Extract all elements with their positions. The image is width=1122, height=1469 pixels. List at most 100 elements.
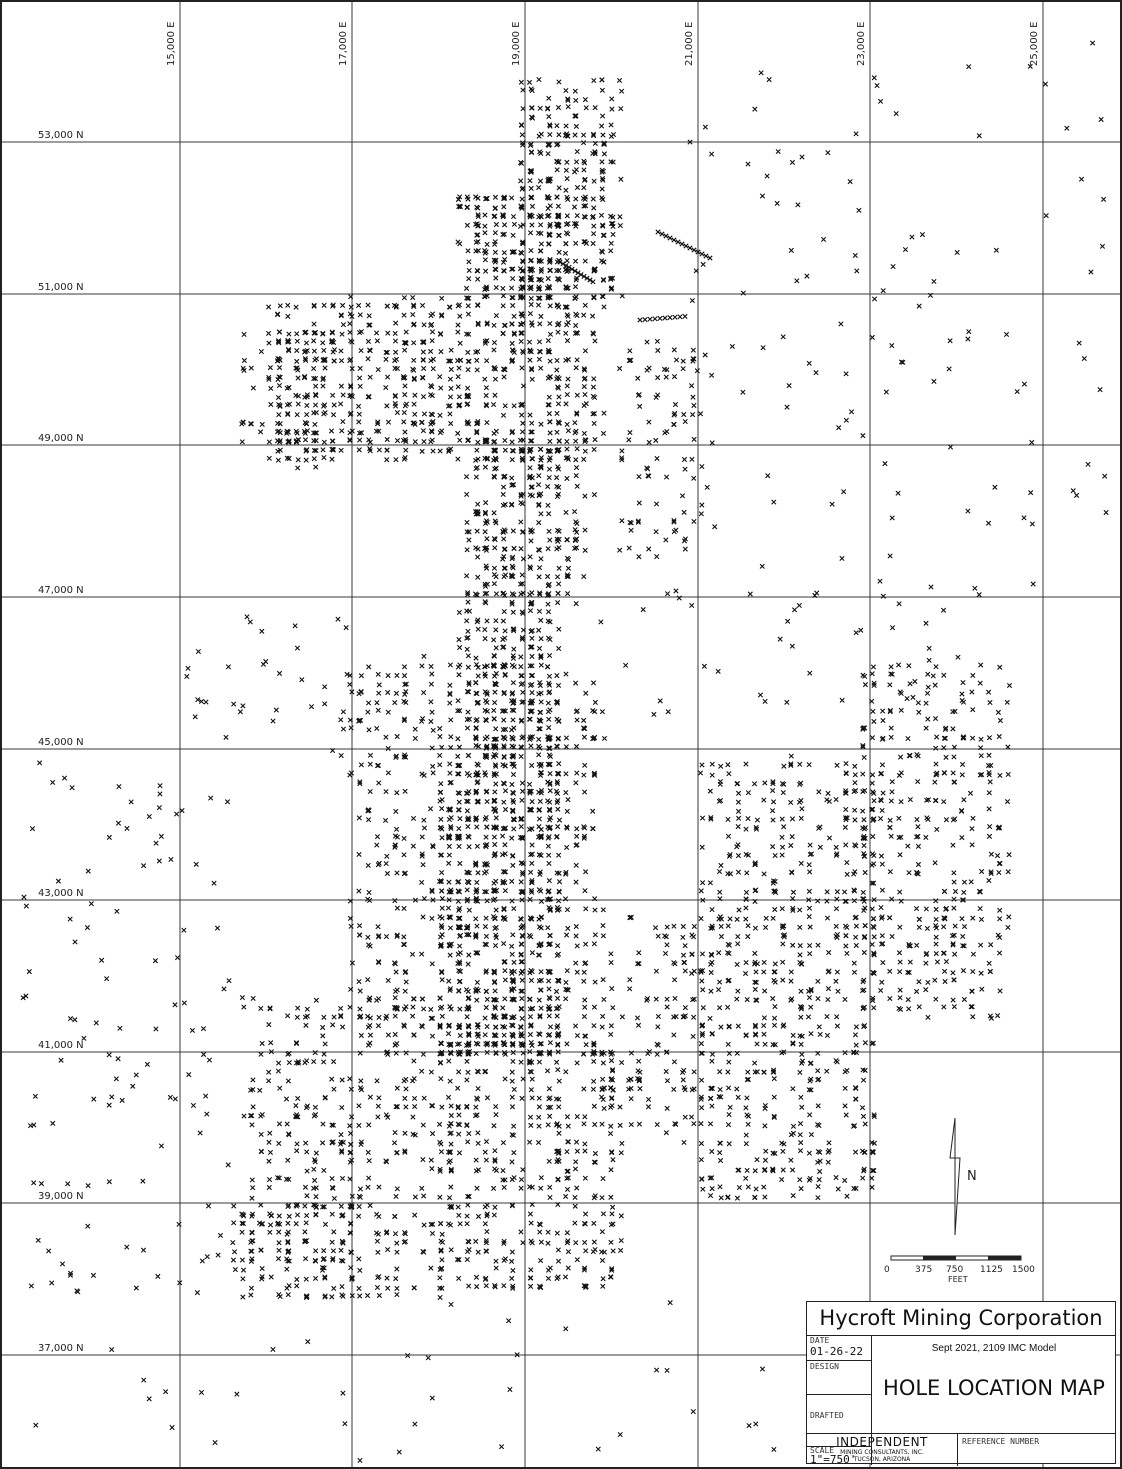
drill-hole-marker bbox=[457, 340, 463, 346]
drill-hole-marker bbox=[304, 1193, 310, 1199]
drill-hole-marker bbox=[285, 1157, 291, 1163]
drill-hole-marker bbox=[448, 1112, 454, 1119]
drill-hole-marker bbox=[23, 903, 29, 909]
drill-hole-marker bbox=[527, 807, 533, 813]
drill-hole-marker bbox=[546, 745, 552, 751]
drill-hole-marker bbox=[897, 754, 904, 760]
drill-hole-marker bbox=[448, 1141, 454, 1147]
drill-hole-marker bbox=[312, 375, 319, 382]
drill-hole-marker bbox=[527, 357, 533, 363]
drill-hole-marker bbox=[527, 446, 533, 452]
drill-hole-marker bbox=[689, 412, 696, 418]
drill-hole-marker bbox=[266, 376, 272, 382]
drill-hole-marker bbox=[239, 439, 245, 445]
drill-hole-marker bbox=[375, 671, 381, 677]
drill-hole-marker bbox=[140, 863, 147, 869]
drill-hole-marker bbox=[116, 783, 122, 790]
drill-hole-marker bbox=[736, 907, 742, 913]
drill-hole-marker bbox=[412, 392, 418, 398]
drill-hole-marker bbox=[510, 213, 517, 220]
drill-hole-marker bbox=[844, 1193, 850, 1199]
drill-hole-marker bbox=[501, 644, 507, 650]
drill-hole-marker bbox=[607, 1274, 614, 1280]
drill-hole-marker bbox=[392, 365, 398, 371]
drill-hole-marker bbox=[394, 733, 400, 740]
drill-hole-marker bbox=[473, 1050, 479, 1057]
drill-hole-marker bbox=[482, 754, 488, 760]
drill-hole-marker bbox=[996, 950, 1003, 956]
drill-hole-marker bbox=[664, 924, 670, 930]
drill-hole-marker bbox=[853, 1050, 860, 1056]
drill-hole-marker bbox=[790, 1032, 796, 1038]
drill-hole-marker bbox=[653, 968, 659, 974]
drill-hole-marker bbox=[394, 1249, 400, 1255]
drill-hole-marker bbox=[807, 869, 813, 875]
drill-hole-marker bbox=[736, 1184, 742, 1191]
drill-hole-marker bbox=[573, 438, 579, 444]
drill-hole-marker bbox=[483, 439, 490, 445]
drill-hole-marker bbox=[511, 905, 517, 912]
drill-hole-marker bbox=[268, 401, 274, 408]
drill-hole-marker bbox=[718, 923, 724, 929]
drill-hole-marker bbox=[943, 754, 949, 760]
drill-hole-marker bbox=[456, 1275, 462, 1282]
drill-hole-marker bbox=[275, 339, 282, 345]
drill-hole-marker bbox=[538, 941, 544, 947]
drill-hole-marker bbox=[950, 842, 956, 848]
drill-hole-marker bbox=[420, 339, 426, 345]
drill-hole-marker bbox=[545, 337, 551, 344]
drill-hole-marker bbox=[446, 852, 452, 858]
drill-hole-marker bbox=[518, 519, 524, 525]
drill-hole-marker bbox=[952, 888, 959, 895]
drill-hole-marker bbox=[546, 402, 552, 408]
drill-hole-marker bbox=[528, 743, 534, 749]
drill-hole-marker bbox=[537, 321, 543, 327]
drill-hole-marker bbox=[997, 988, 1003, 994]
drill-hole-marker bbox=[493, 907, 499, 913]
drill-hole-marker bbox=[646, 365, 652, 371]
drill-hole-marker bbox=[484, 1040, 491, 1046]
drill-hole-marker bbox=[267, 365, 273, 371]
drill-hole-marker bbox=[556, 1078, 562, 1084]
drill-hole-marker bbox=[761, 1069, 767, 1075]
drill-hole-marker bbox=[581, 185, 587, 191]
drill-hole-marker bbox=[527, 266, 533, 272]
drill-hole-marker bbox=[501, 1050, 508, 1056]
drill-hole-marker bbox=[484, 536, 490, 542]
drill-hole-marker bbox=[259, 421, 265, 428]
drill-hole-marker bbox=[374, 1284, 381, 1290]
drill-hole-marker bbox=[572, 527, 578, 533]
drill-hole-marker bbox=[527, 311, 533, 317]
drill-hole-marker bbox=[511, 744, 517, 750]
drill-hole-marker bbox=[367, 1040, 373, 1046]
drill-hole-marker bbox=[574, 1257, 580, 1263]
drill-hole-marker bbox=[572, 284, 579, 290]
drill-hole-marker bbox=[959, 835, 965, 841]
drill-hole-marker bbox=[547, 430, 553, 436]
drill-hole-marker bbox=[529, 799, 535, 805]
drill-hole-marker bbox=[491, 510, 497, 516]
drill-hole-marker bbox=[214, 925, 221, 931]
drill-hole-marker bbox=[502, 671, 508, 678]
drill-hole-marker bbox=[200, 1026, 207, 1032]
drill-hole-marker bbox=[564, 383, 570, 389]
drill-hole-marker bbox=[437, 725, 443, 732]
drill-hole-marker bbox=[708, 988, 714, 994]
drill-hole-marker bbox=[511, 707, 517, 714]
drill-hole-marker bbox=[258, 348, 264, 355]
drill-hole-marker bbox=[808, 1131, 814, 1138]
drill-hole-marker bbox=[466, 529, 472, 535]
drill-hole-marker bbox=[538, 455, 545, 461]
drill-hole-marker bbox=[923, 725, 929, 731]
drill-hole-marker bbox=[923, 834, 929, 840]
drill-hole-marker bbox=[294, 1014, 300, 1020]
drill-hole-marker bbox=[266, 304, 272, 310]
drill-hole-marker bbox=[761, 1022, 767, 1029]
drill-hole-marker bbox=[475, 617, 481, 623]
drill-hole-marker bbox=[275, 394, 282, 401]
drill-hole-marker bbox=[996, 869, 1002, 876]
drill-hole-marker bbox=[348, 304, 354, 310]
drill-hole-marker bbox=[294, 1276, 300, 1283]
drill-hole-marker bbox=[519, 780, 525, 786]
drill-hole-marker bbox=[546, 860, 552, 867]
